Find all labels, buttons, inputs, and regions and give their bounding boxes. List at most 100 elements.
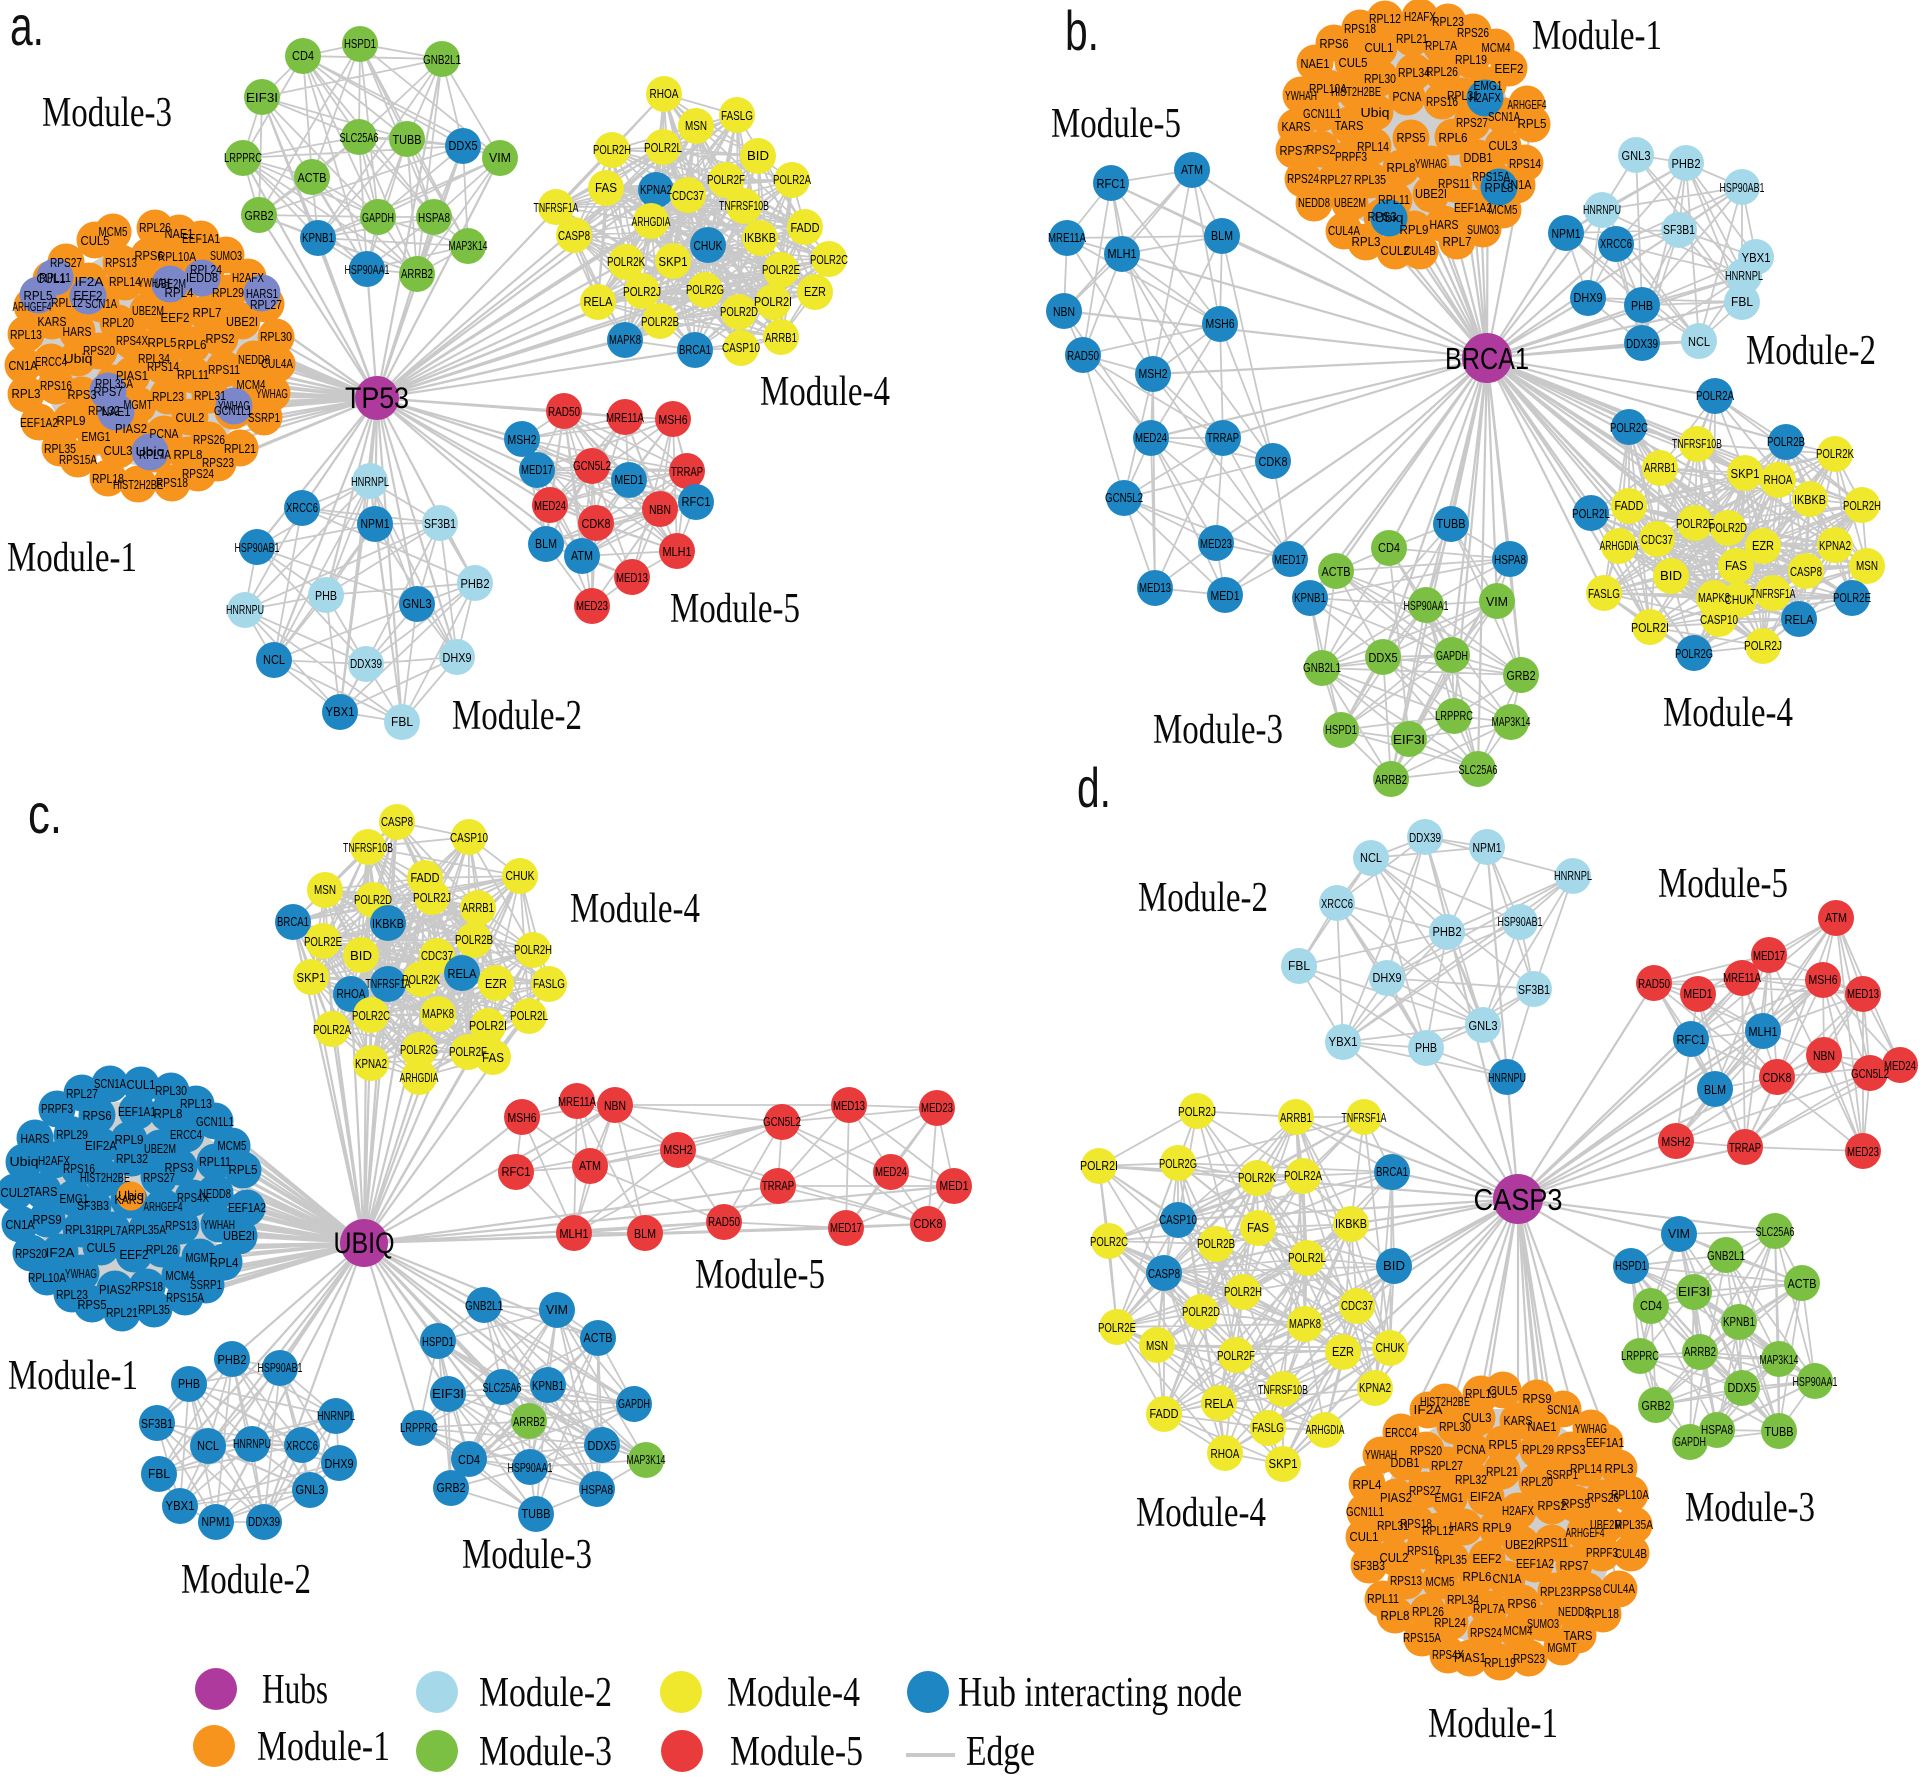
svg-text:POLR2J: POLR2J: [413, 891, 451, 905]
svg-text:GAPDH: GAPDH: [1674, 1435, 1706, 1449]
svg-text:CUL2: CUL2: [176, 411, 205, 425]
svg-text:GRB2: GRB2: [437, 1481, 466, 1495]
svg-text:RPS27: RPS27: [1409, 1484, 1441, 1498]
svg-text:ACTB: ACTB: [1788, 1277, 1817, 1291]
svg-text:RPL10A: RPL10A: [158, 250, 197, 264]
svg-text:RPL11: RPL11: [39, 271, 71, 285]
svg-text:MAP3K14: MAP3K14: [449, 239, 488, 253]
svg-text:GNB2L1: GNB2L1: [1303, 661, 1341, 675]
svg-text:RPL9: RPL9: [1400, 223, 1429, 237]
svg-text:NEDD8: NEDD8: [1558, 1605, 1590, 1619]
svg-text:EEF2: EEF2: [120, 1248, 149, 1262]
svg-text:BLM: BLM: [1211, 229, 1233, 243]
svg-text:RPS6: RPS6: [83, 1109, 112, 1123]
svg-text:SF3B1: SF3B1: [424, 517, 456, 531]
svg-text:RPL11: RPL11: [177, 368, 209, 382]
svg-text:DHX9: DHX9: [1373, 971, 1402, 985]
svg-text:POLR2B: POLR2B: [455, 933, 493, 947]
svg-text:UBE2I: UBE2I: [223, 1229, 255, 1243]
svg-text:PRPF3: PRPF3: [41, 1102, 73, 1116]
svg-text:GRB2: GRB2: [1642, 1399, 1671, 1413]
svg-text:RPS5: RPS5: [78, 1298, 107, 1312]
svg-text:EZR: EZR: [1332, 1345, 1354, 1359]
svg-text:RPS15A: RPS15A: [1472, 170, 1511, 184]
svg-text:HARS: HARS: [21, 1132, 50, 1146]
svg-text:KPNA2: KPNA2: [1359, 1381, 1391, 1395]
svg-text:RPS11: RPS11: [1438, 177, 1470, 191]
svg-text:MCM5: MCM5: [218, 1139, 247, 1153]
svg-text:TNFRSF1A: TNFRSF1A: [534, 201, 579, 215]
svg-text:GCN5L2: GCN5L2: [573, 459, 611, 473]
svg-text:POLR2F: POLR2F: [1676, 517, 1714, 531]
svg-text:CUL1: CUL1: [1350, 1530, 1379, 1544]
svg-text:PHB: PHB: [315, 589, 337, 603]
svg-text:POLR2C: POLR2C: [1610, 421, 1648, 435]
svg-text:CUL2: CUL2: [1380, 1551, 1409, 1565]
svg-text:HSPA8: HSPA8: [418, 211, 450, 225]
svg-text:RPS3: RPS3: [165, 1161, 194, 1175]
svg-text:RPS3: RPS3: [1368, 210, 1397, 224]
svg-text:HIST2H2BE: HIST2H2BE: [113, 478, 163, 492]
svg-text:HSPA8: HSPA8: [581, 1483, 613, 1497]
svg-text:ACTB: ACTB: [1322, 565, 1351, 579]
svg-text:RHOA: RHOA: [1764, 473, 1794, 487]
svg-text:MED24: MED24: [875, 1165, 907, 1179]
svg-text:RPL7A: RPL7A: [96, 1224, 129, 1238]
svg-text:ARHGEF4: ARHGEF4: [144, 1200, 183, 1214]
svg-text:SLC25A6: SLC25A6: [1756, 1225, 1795, 1239]
svg-text:CUL1: CUL1: [37, 272, 66, 286]
svg-text:RHOA: RHOA: [1211, 1447, 1241, 1461]
svg-text:RPS20: RPS20: [83, 344, 115, 358]
svg-text:MED23: MED23: [1847, 1145, 1879, 1159]
svg-text:MED13: MED13: [1139, 581, 1171, 595]
svg-text:POLR2H: POLR2H: [1843, 499, 1881, 513]
svg-text:ARRB1: ARRB1: [1280, 1111, 1312, 1125]
svg-text:H2AFX: H2AFX: [1502, 1504, 1535, 1518]
svg-text:ARHGDIA: ARHGDIA: [400, 1071, 439, 1085]
svg-text:MAPK8: MAPK8: [609, 333, 641, 347]
svg-text:MED24: MED24: [1884, 1059, 1916, 1073]
svg-text:TRRAP: TRRAP: [671, 465, 703, 479]
svg-text:RPS27: RPS27: [143, 1171, 175, 1185]
svg-text:RPL29: RPL29: [1522, 1443, 1554, 1457]
svg-text:EMG1: EMG1: [1435, 1491, 1464, 1505]
svg-text:MED13: MED13: [616, 571, 648, 585]
svg-text:Module-4: Module-4: [570, 886, 700, 932]
svg-text:RPS23: RPS23: [1513, 1652, 1545, 1666]
svg-text:VIM: VIM: [546, 1303, 568, 1317]
svg-text:PIAS1: PIAS1: [116, 369, 148, 383]
svg-text:RPL6: RPL6: [178, 338, 207, 352]
svg-text:RPL8: RPL8: [1485, 181, 1514, 195]
svg-text:H2AFX: H2AFX: [232, 271, 265, 285]
svg-text:CD4: CD4: [1640, 1299, 1662, 1313]
svg-text:Module-5: Module-5: [695, 1252, 825, 1298]
svg-text:CDC37: CDC37: [421, 949, 453, 963]
svg-text:MED17: MED17: [1753, 949, 1785, 963]
svg-text:CN1A: CN1A: [9, 359, 39, 373]
svg-text:CASP3: CASP3: [1474, 1182, 1563, 1217]
svg-text:RPL31: RPL31: [1447, 89, 1479, 103]
svg-text:RPL30: RPL30: [155, 1084, 187, 1098]
svg-text:Module-3: Module-3: [42, 90, 172, 136]
svg-text:RPL11: RPL11: [1378, 193, 1410, 207]
svg-text:TUBB: TUBB: [1765, 1425, 1794, 1439]
svg-text:MCM4: MCM4: [237, 378, 266, 392]
svg-text:POLR2G: POLR2G: [400, 1043, 438, 1057]
svg-text:MAP3K14: MAP3K14: [1492, 715, 1531, 729]
svg-text:MCM5: MCM5: [1489, 203, 1518, 217]
svg-text:MSN: MSN: [685, 119, 707, 133]
svg-text:MSH6: MSH6: [659, 413, 688, 427]
svg-text:POLR2L: POLR2L: [510, 1009, 548, 1023]
svg-text:HNRNPU: HNRNPU: [233, 1437, 271, 1451]
svg-text:POLR2E: POLR2E: [1833, 591, 1871, 605]
svg-text:SCN1A: SCN1A: [94, 1077, 127, 1091]
svg-text:HNRNPL: HNRNPL: [317, 1409, 355, 1423]
svg-text:DHX9: DHX9: [443, 651, 472, 665]
svg-text:RELA: RELA: [448, 967, 478, 981]
svg-text:PHB: PHB: [1631, 299, 1653, 313]
svg-text:RPL35A: RPL35A: [95, 377, 134, 391]
svg-text:EEF1A2: EEF1A2: [1516, 1557, 1554, 1571]
svg-text:RPS3: RPS3: [68, 388, 97, 402]
svg-text:MED1: MED1: [615, 473, 644, 487]
svg-text:RPL24: RPL24: [1434, 1616, 1466, 1630]
